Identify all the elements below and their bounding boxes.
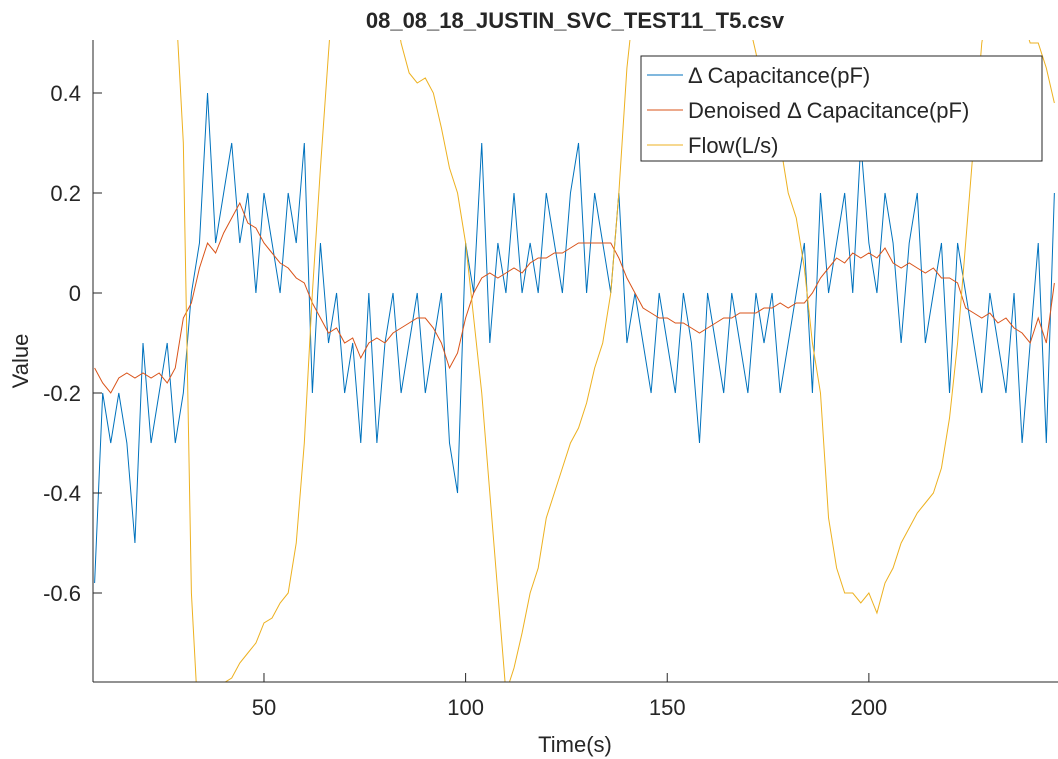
y-tick-label: -0.2 (43, 381, 81, 406)
legend-label: Δ Capacitance(pF) (688, 63, 870, 88)
y-tick-label: 0.2 (50, 181, 81, 206)
data-line (177, 40, 1055, 682)
legend-box (640, 55, 1043, 162)
x-tick-label: 150 (649, 695, 686, 720)
y-axis-label: Value (8, 334, 33, 389)
y-tick-label: 0.4 (50, 81, 81, 106)
x-tick-label: 50 (252, 695, 276, 720)
plot-area (94, 40, 1055, 682)
x-axis-label: Time(s) (538, 732, 612, 757)
legend-label: Flow(L/s) (688, 133, 778, 158)
y-tick-label: -0.4 (43, 481, 81, 506)
x-tick-label: 100 (447, 695, 484, 720)
y-tick-label: -0.6 (43, 581, 81, 606)
y-tick-label: 0 (69, 281, 81, 306)
x-tick-label: 200 (851, 695, 888, 720)
chart-title: 08_08_18_JUSTIN_SVC_TEST11_T5.csv (366, 8, 785, 33)
data-line (94, 92, 1055, 584)
data-line (94, 201, 1055, 394)
legend-label: Denoised Δ Capacitance(pF) (688, 98, 969, 123)
